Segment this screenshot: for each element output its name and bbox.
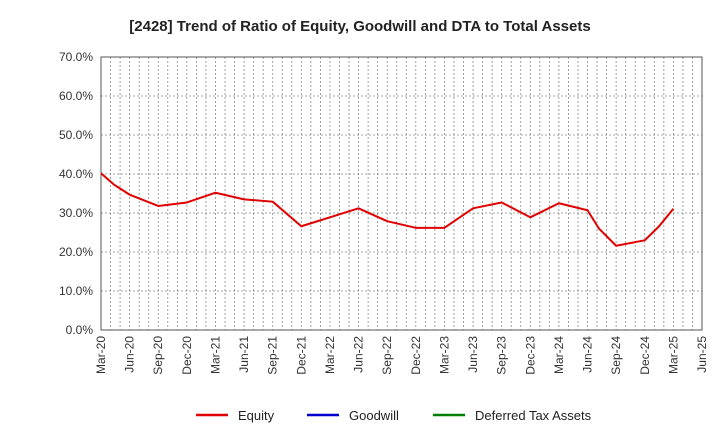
x-tick-label: Dec-23	[523, 336, 537, 375]
y-tick-label: 20.0%	[59, 245, 93, 259]
y-tick-label: 0.0%	[66, 323, 94, 337]
x-tick-label: Dec-24	[638, 336, 652, 375]
y-tick-label: 30.0%	[59, 206, 93, 220]
x-tick-label: Sep-24	[609, 336, 623, 375]
x-tick-label: Jun-21	[237, 336, 251, 373]
x-tick-label: Dec-20	[180, 336, 194, 375]
y-tick-label: 50.0%	[59, 128, 93, 142]
x-tick-label: Mar-25	[666, 336, 680, 374]
x-tick-label: Jun-20	[123, 336, 137, 373]
legend: Equity Goodwill Deferred Tax Assets	[196, 408, 592, 423]
x-tick-label: Mar-24	[552, 336, 566, 374]
x-tick-label: Mar-21	[208, 336, 222, 374]
y-tick-label: 40.0%	[59, 167, 93, 181]
x-tick-label: Jun-22	[352, 336, 366, 373]
x-tick-label: Mar-20	[94, 336, 108, 374]
y-axis: 0.0% 10.0% 20.0% 30.0% 40.0% 50.0% 60.0% 70.0%	[59, 50, 93, 337]
plot-frame	[100, 56, 703, 331]
x-tick-label: Mar-22	[323, 336, 337, 374]
chart-title: [2428] Trend of Ratio of Equity, Goodwil…	[129, 18, 590, 35]
x-tick-label: Mar-23	[437, 336, 451, 374]
grid	[100, 56, 703, 331]
y-tick-label: 10.0%	[59, 284, 93, 298]
y-tick-label: 70.0%	[59, 50, 93, 64]
x-tick-label: Sep-20	[151, 336, 165, 375]
x-axis: Mar-20 Jun-20 Sep-20 Dec-20 Mar-21 Jun-21 Sep-…	[94, 336, 709, 375]
legend-label-goodwill: Goodwill	[349, 408, 399, 423]
x-tick-label: Jun-24	[581, 336, 595, 373]
series-line-equity	[100, 172, 675, 247]
x-tick-label: Dec-22	[409, 336, 423, 375]
x-tick-label: Jun-25	[695, 336, 709, 373]
x-tick-label: Sep-23	[495, 336, 509, 375]
x-tick-label: Sep-22	[380, 336, 394, 375]
series-layer	[100, 172, 675, 247]
legend-label-equity: Equity	[238, 408, 275, 423]
y-tick-label: 60.0%	[59, 89, 93, 103]
legend-label-dta: Deferred Tax Assets	[475, 408, 592, 423]
x-tick-label: Dec-21	[294, 336, 308, 375]
x-tick-label: Jun-23	[466, 336, 480, 373]
x-tick-label: Sep-21	[266, 336, 280, 375]
